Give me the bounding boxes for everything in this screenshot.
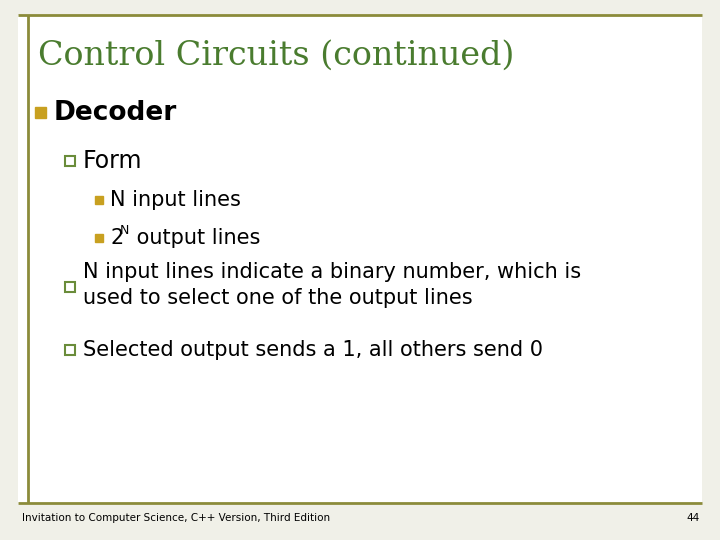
Text: N input lines indicate a binary number, which is: N input lines indicate a binary number, … — [83, 262, 581, 282]
Text: Selected output sends a 1, all others send 0: Selected output sends a 1, all others se… — [83, 340, 543, 360]
Text: Control Circuits (continued): Control Circuits (continued) — [38, 40, 514, 72]
Text: N input lines: N input lines — [110, 190, 241, 210]
Text: N: N — [120, 225, 130, 238]
Text: 2: 2 — [110, 228, 123, 248]
Text: Form: Form — [83, 149, 143, 173]
FancyBboxPatch shape — [18, 15, 702, 505]
Text: used to select one of the output lines: used to select one of the output lines — [83, 288, 472, 308]
Bar — [35, 107, 46, 118]
Bar — [95, 196, 103, 204]
Text: output lines: output lines — [130, 228, 261, 248]
Bar — [65, 345, 75, 355]
Bar — [65, 156, 75, 166]
Text: Decoder: Decoder — [54, 99, 177, 125]
Bar — [95, 234, 103, 242]
Bar — [65, 282, 75, 292]
Text: Invitation to Computer Science, C++ Version, Third Edition: Invitation to Computer Science, C++ Vers… — [22, 513, 330, 523]
Text: 44: 44 — [687, 513, 700, 523]
